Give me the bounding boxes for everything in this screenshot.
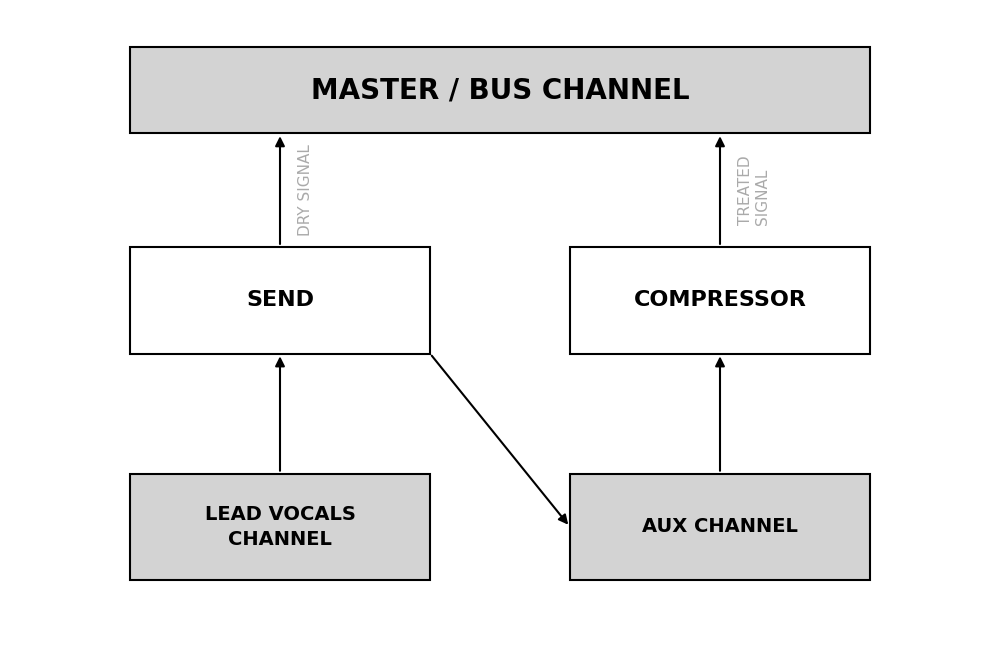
FancyBboxPatch shape [570,474,870,580]
Text: LEAD VOCALS
CHANNEL: LEAD VOCALS CHANNEL [205,505,355,549]
FancyBboxPatch shape [570,247,870,354]
Text: MASTER / BUS CHANNEL: MASTER / BUS CHANNEL [311,76,689,104]
FancyBboxPatch shape [130,247,430,354]
Text: AUX CHANNEL: AUX CHANNEL [642,518,798,536]
Text: DRY SIGNAL: DRY SIGNAL [298,144,313,236]
Text: SEND: SEND [246,290,314,310]
FancyBboxPatch shape [130,47,870,133]
Text: TREATED
SIGNAL: TREATED SIGNAL [738,155,770,225]
FancyBboxPatch shape [130,474,430,580]
Text: COMPRESSOR: COMPRESSOR [634,290,806,310]
